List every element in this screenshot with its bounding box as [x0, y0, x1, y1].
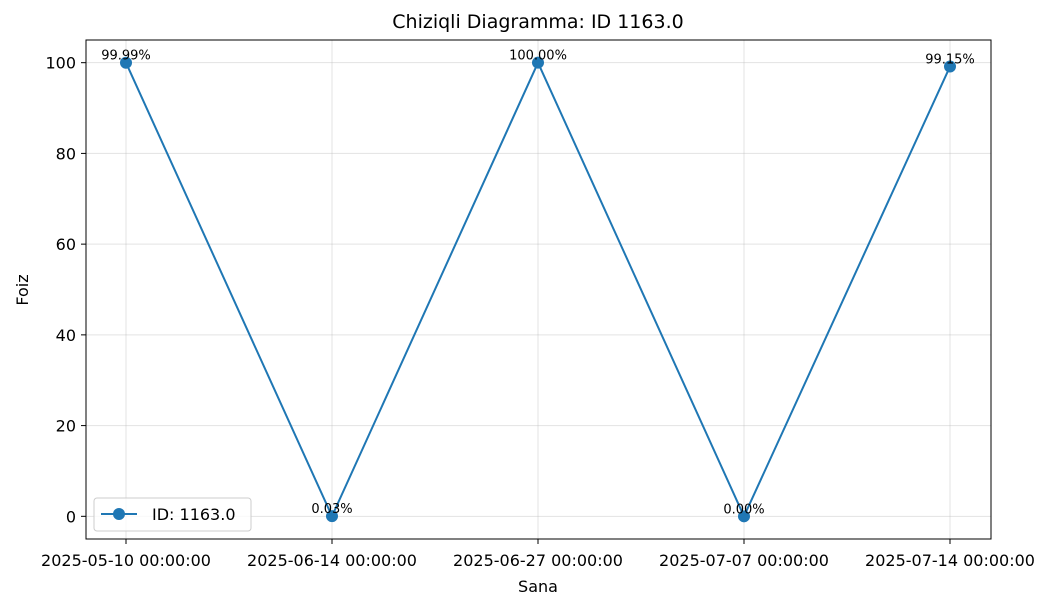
- x-tick-label: 2025-05-10 00:00:00: [41, 551, 211, 570]
- data-point-label: 0.03%: [311, 502, 352, 517]
- y-tick-label: 0: [66, 507, 76, 526]
- series-layer: [120, 56, 956, 523]
- y-axis-label: Foiz: [13, 274, 32, 305]
- x-tick-label: 2025-06-27 00:00:00: [453, 551, 623, 570]
- y-tick-label: 40: [56, 326, 76, 345]
- x-tick-label: 2025-07-14 00:00:00: [865, 551, 1035, 570]
- x-tick-label: 2025-07-07 00:00:00: [659, 551, 829, 570]
- grid: [86, 40, 991, 539]
- data-labels: 99.99% 0.03% 100.00% 0.00% 99.15%: [101, 49, 975, 518]
- y-tick-label: 80: [56, 144, 76, 163]
- chart-title: Chiziqli Diagramma: ID 1163.0: [392, 11, 683, 33]
- data-point-marker: [738, 510, 750, 523]
- data-point-label: 0.00%: [723, 502, 764, 517]
- legend-marker-swatch: [113, 508, 125, 520]
- data-point-label: 99.99%: [101, 49, 151, 64]
- legend-box: [93, 497, 252, 532]
- data-point-marker: [532, 56, 544, 69]
- data-point-marker: [944, 60, 956, 73]
- data-point-label: 99.15%: [925, 53, 975, 68]
- legend: ID: 1163.0: [93, 497, 252, 532]
- x-tick-label: 2025-06-14 00:00:00: [247, 551, 417, 570]
- legend-entry-label: ID: 1163.0: [152, 505, 236, 524]
- y-tick-label: 100: [45, 54, 76, 73]
- axis-ticks: 2025-05-10 00:00:00 2025-06-14 00:00:00 20…: [41, 54, 1035, 570]
- data-point-label: 100.00%: [509, 49, 567, 64]
- y-tick-label: 60: [56, 235, 76, 254]
- x-axis-label: Sana: [518, 577, 558, 596]
- data-point-marker: [120, 56, 132, 69]
- y-tick-label: 20: [56, 417, 76, 436]
- data-point-marker: [326, 510, 338, 523]
